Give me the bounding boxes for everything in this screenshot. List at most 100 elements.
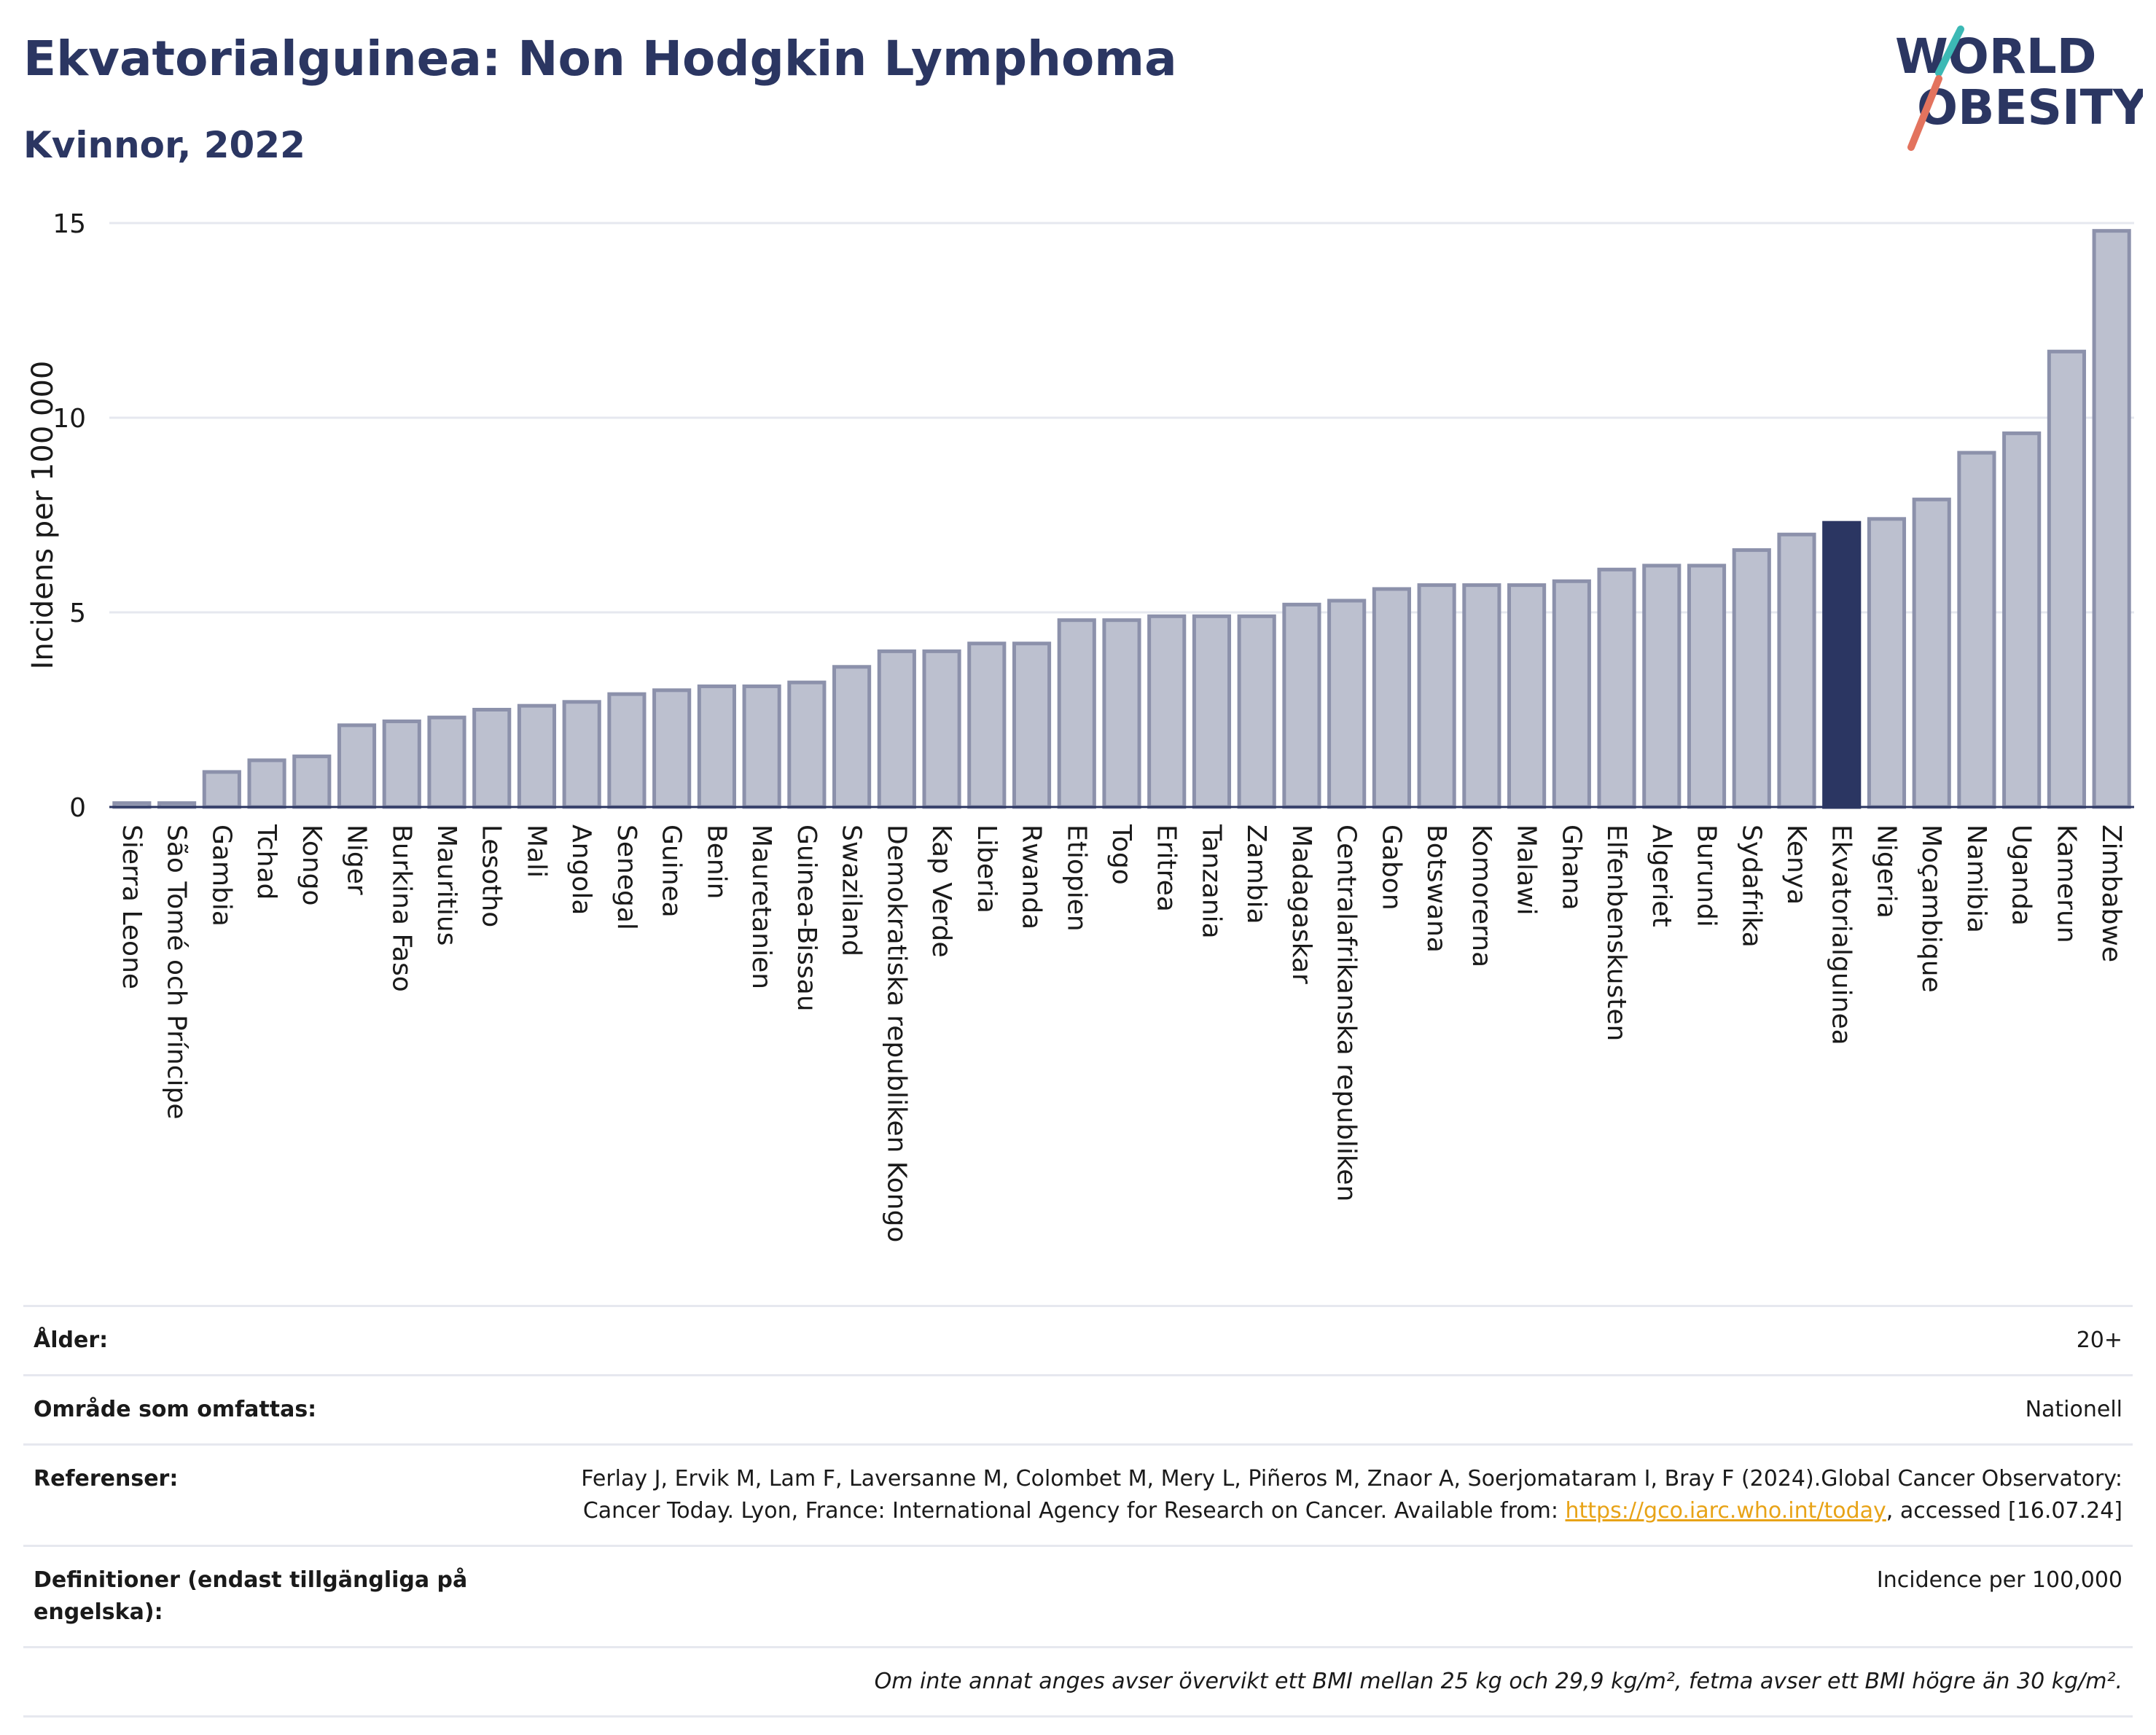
bar <box>1552 579 1591 809</box>
bar <box>247 758 286 809</box>
bar <box>1372 587 1411 809</box>
bar <box>2092 229 2131 809</box>
bar <box>1957 451 1996 809</box>
bar <box>1597 567 1636 809</box>
meta-row-note: Om inte annat anges avser övervikt ett B… <box>23 1646 2133 1718</box>
page-title: Ekvatorialguinea: Non Hodgkin Lymphoma <box>23 31 1177 87</box>
references-link[interactable]: https://gco.iarc.who.int/today <box>1565 1498 1886 1524</box>
y-axis-title: Incidens per 100 000 <box>26 361 60 670</box>
bar <box>1282 602 1321 809</box>
bar <box>1507 583 1547 809</box>
bar <box>2002 431 2042 809</box>
bar <box>967 642 1007 809</box>
x-tick-label: Uganda <box>2007 824 2036 926</box>
x-tick-label: Tchad <box>251 824 281 900</box>
x-tick-label: Guinea-Bissau <box>792 824 821 1012</box>
x-tick-label: São Tomé och Príncipe <box>162 824 192 1120</box>
x-tick-label: Burkina Faso <box>386 824 416 992</box>
bar <box>1147 614 1187 809</box>
bar <box>1462 583 1501 809</box>
bar <box>382 720 421 809</box>
references-text: Ferlay J, Ervik M, Lam F, Laversanne M, … <box>581 1466 2122 1524</box>
bar <box>652 688 692 809</box>
age-label: Ålder: <box>34 1327 109 1353</box>
bar <box>922 649 961 809</box>
svg-text:WORLD: WORLD <box>1895 28 2097 85</box>
x-tick-label: Algeriet <box>1647 824 1676 927</box>
x-tick-label: Mauretanien <box>746 824 776 989</box>
bar-chart: 0 5 10 15 Incidens per 100 000 Sierra Leone Sã… <box>26 209 2134 1242</box>
area-label: Område som omfattas: <box>34 1397 317 1422</box>
y-tick-label: 10 <box>52 404 86 434</box>
svg-text:OBESITY: OBESITY <box>1917 79 2143 136</box>
bar <box>1012 642 1052 809</box>
x-tick-label: Centralafrikanska republiken <box>1332 824 1362 1201</box>
x-tick-label: Benin <box>701 824 731 899</box>
bar <box>1102 618 1141 809</box>
x-tick-label: Zambia <box>1241 824 1271 924</box>
x-tick-label: Demokratiska republiken Kongo <box>881 824 911 1242</box>
x-tick-label: Lesotho <box>477 824 507 927</box>
x-tick-label: Gabon <box>1376 824 1406 911</box>
meta-row-references: Referenser: Ferlay J, Ervik M, Lam F, La… <box>23 1443 2133 1545</box>
bar <box>1732 548 1771 809</box>
x-tick-label: Tanzania <box>1196 824 1226 939</box>
x-tick-label: Senegal <box>612 824 641 930</box>
x-tick-label: Kongo <box>297 824 327 906</box>
x-tick-label: Madagaskar <box>1286 824 1316 984</box>
x-tick-label: Angola <box>566 824 596 915</box>
bar <box>1912 497 1951 809</box>
meta-row-age: Ålder: 20+ <box>23 1305 2133 1374</box>
x-tick-label: Rwanda <box>1017 824 1047 929</box>
metadata-table: Ålder: 20+ Område som omfattas: Nationel… <box>23 1305 2133 1718</box>
page-subtitle: Kvinnor, 2022 <box>23 124 305 166</box>
references-tail: , accessed [16.07.24] <box>1886 1498 2122 1524</box>
references-label: Referenser: <box>34 1466 179 1492</box>
bar <box>292 755 332 809</box>
meta-row-area: Område som omfattas: Nationell <box>23 1374 2133 1443</box>
bar <box>2047 349 2086 809</box>
x-tick-label: Liberia <box>972 824 1001 913</box>
bar <box>607 692 647 809</box>
meta-row-definitions: Definitioner (endast tillgängliga på eng… <box>23 1545 2133 1646</box>
bar <box>1327 599 1367 809</box>
x-tick-label: Elfenbenskusten <box>1601 824 1631 1041</box>
x-tick-label: Etiopien <box>1061 824 1091 932</box>
bar <box>1642 564 1682 809</box>
bar <box>1777 532 1816 809</box>
bar <box>562 700 601 809</box>
x-tick-label: Burundi <box>1692 824 1722 927</box>
x-tick-label: Sydafrika <box>1736 824 1766 948</box>
y-tick-label: 5 <box>69 599 86 628</box>
bar <box>877 649 916 809</box>
x-tick-label: Namibia <box>1961 824 1991 933</box>
bar <box>832 665 872 809</box>
x-tick-label: Gambia <box>206 824 236 927</box>
area-value: Nationell <box>2025 1397 2122 1422</box>
bar <box>787 680 827 809</box>
x-tick-label: Moçambique <box>1916 824 1946 993</box>
definitions-value: Incidence per 100,000 <box>1876 1567 2122 1593</box>
x-tick-label: Sierra Leone <box>117 824 147 989</box>
x-tick-label: Niger <box>342 824 372 895</box>
bar <box>1417 583 1456 809</box>
bar <box>427 715 466 809</box>
x-tick-label: Nigeria <box>1871 824 1901 919</box>
bar <box>1687 564 1727 809</box>
x-tick-label: Kamerun <box>2051 824 2081 943</box>
bar <box>337 723 377 809</box>
x-tick-label: Ghana <box>1556 824 1586 911</box>
bar <box>1057 618 1096 809</box>
bar <box>202 770 241 809</box>
x-tick-label: Komorerna <box>1466 824 1496 967</box>
x-tick-label: Zimbabwe <box>2096 824 2126 962</box>
x-tick-label: Swaziland <box>837 824 867 956</box>
bar <box>472 708 512 809</box>
world-obesity-logo: WORLD OBESITY <box>1895 26 2143 151</box>
bmi-note: Om inte annat anges avser övervikt ett B… <box>874 1669 2122 1694</box>
age-value: 20+ <box>2076 1327 2122 1353</box>
x-tick-label: Mali <box>521 824 551 878</box>
bar <box>1867 517 1907 809</box>
x-tick-label: Guinea <box>657 824 687 918</box>
x-tick-label: Kap Verde <box>926 824 956 957</box>
